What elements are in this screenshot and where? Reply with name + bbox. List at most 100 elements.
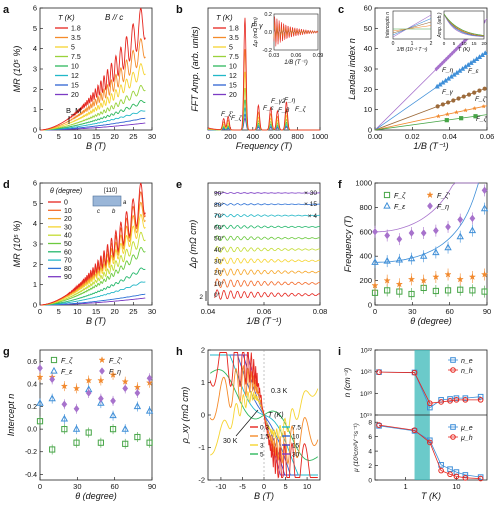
data-point xyxy=(445,223,451,231)
data-point xyxy=(432,287,439,295)
label: 0.3 K xyxy=(271,388,288,395)
crystal-icon xyxy=(92,195,122,207)
data-point xyxy=(481,288,488,295)
label: F_ζ' xyxy=(475,96,488,103)
label: T (K) xyxy=(458,47,470,53)
data-point xyxy=(477,475,484,482)
label: 0.03 xyxy=(269,53,280,59)
x-tick-label: 30 xyxy=(148,132,156,141)
osc-curve xyxy=(214,224,321,230)
y-tick-label: 50 xyxy=(364,24,372,33)
legend-label: F_ζ xyxy=(61,358,73,365)
legend-label: 5 xyxy=(71,45,75,52)
legend-label: 50 xyxy=(64,241,72,248)
y-tick-label: 10²⁰ xyxy=(360,390,372,398)
legend-label: 40 xyxy=(64,233,72,240)
y-tick-label: 6 xyxy=(33,4,37,13)
y-tick-label: 0 xyxy=(33,126,37,135)
scale-label: × 15 xyxy=(304,201,317,208)
legend-label: 20 xyxy=(64,216,72,223)
data-point xyxy=(447,396,453,402)
row-label: 80° xyxy=(214,201,224,209)
data-point xyxy=(407,275,416,283)
legend-marker xyxy=(50,356,58,364)
data-point xyxy=(453,397,460,403)
inset-line xyxy=(392,18,432,36)
label: F_γ2 xyxy=(271,98,286,105)
y-tick-label: 4 xyxy=(33,44,37,53)
mr-curve xyxy=(40,99,146,131)
legend-label: 10 xyxy=(229,64,237,71)
legend-label: 70 xyxy=(64,258,72,265)
row-label: 40° xyxy=(214,246,224,254)
label: F_ζ xyxy=(295,106,307,113)
x-tick-label: 25 xyxy=(129,132,137,141)
legend-marker xyxy=(99,367,105,375)
plot-frame xyxy=(374,182,488,306)
x-tick-label: 0.04 xyxy=(201,307,216,316)
legend-label: 12 xyxy=(229,73,237,80)
label: [110] xyxy=(104,188,117,194)
data-point xyxy=(85,389,92,397)
y-tick-label: 5 xyxy=(33,199,37,208)
y-axis-label: Frequency (T) xyxy=(343,216,353,273)
mr-curve xyxy=(40,214,146,306)
fan-point xyxy=(482,50,488,56)
legend-label: F_ε xyxy=(394,204,406,211)
y-tick-label: -1 xyxy=(198,443,205,452)
legend-label: n_h xyxy=(461,368,473,375)
data-point xyxy=(469,214,476,223)
data-point xyxy=(134,389,141,397)
legend-label: μ_h xyxy=(460,435,473,442)
data-point xyxy=(469,287,476,294)
data-point xyxy=(396,235,403,243)
data-point xyxy=(444,243,452,251)
y-tick-label: 2 xyxy=(201,346,205,355)
x-tick-label: 0 xyxy=(38,307,42,316)
legend-label: 15 xyxy=(229,83,237,90)
y-tick-label: 20 xyxy=(364,85,372,94)
y-tick-label: 30 xyxy=(364,65,372,74)
data-point xyxy=(109,370,117,379)
fan-point xyxy=(466,92,472,97)
y-tick-label: 4 xyxy=(368,449,372,456)
label: T (K) xyxy=(58,13,75,22)
x-tick-label: 0.00 xyxy=(368,132,383,141)
legend-label: μ_e xyxy=(460,425,473,432)
x-tick-label: 90 xyxy=(148,482,156,491)
label: 20 xyxy=(481,41,487,46)
x-axis-label: 1/B (T⁻¹) xyxy=(413,141,448,151)
data-point xyxy=(462,475,469,481)
fan-point xyxy=(435,104,440,109)
legend-label: 7.5 xyxy=(292,425,301,432)
label: b xyxy=(112,209,116,215)
y-tick-label: 800 xyxy=(359,203,372,212)
label: Amp. (arb.) xyxy=(437,12,443,38)
legend-label: 15 xyxy=(292,443,300,450)
label: F_β xyxy=(278,107,290,114)
fan-point xyxy=(482,86,487,91)
fan-point xyxy=(459,116,464,121)
label: a xyxy=(123,200,127,206)
y-tick-label: 10¹⁹ xyxy=(360,413,372,420)
mr-curve xyxy=(40,7,146,131)
data-point xyxy=(37,364,43,372)
plot-frame xyxy=(39,7,153,131)
fan-line xyxy=(374,114,488,131)
label: T (K) xyxy=(216,13,233,22)
data-point xyxy=(447,471,453,478)
label: 15 xyxy=(471,41,477,46)
legend-marker xyxy=(426,191,434,199)
label: B // c xyxy=(105,13,123,22)
panel-letter: d xyxy=(3,179,10,191)
y-tick-label: 0 xyxy=(33,301,37,310)
y-tick-label: 3 xyxy=(33,65,37,74)
osc-curve xyxy=(214,191,320,194)
x-tick-label: 0.06 xyxy=(257,307,272,316)
legend-label: F_ζ xyxy=(394,193,406,200)
inset-curve xyxy=(443,13,485,37)
row-label: 20° xyxy=(214,269,224,277)
data-point xyxy=(36,418,44,425)
fan-point xyxy=(435,113,442,119)
legend-label: 10 xyxy=(71,64,79,71)
